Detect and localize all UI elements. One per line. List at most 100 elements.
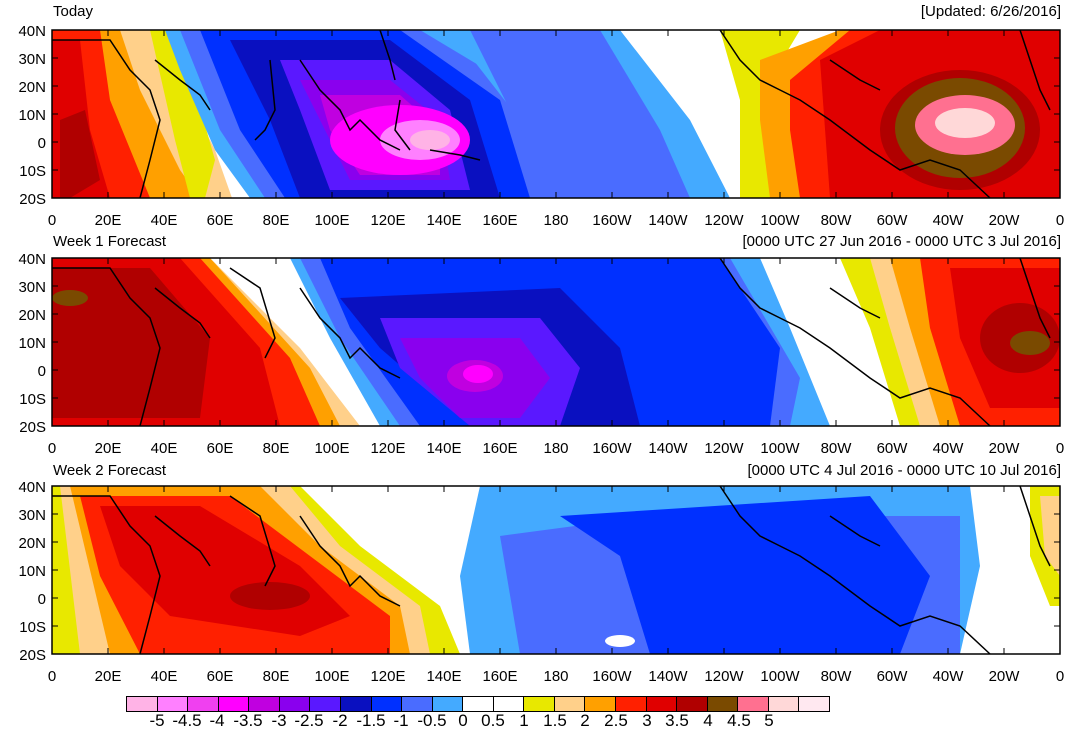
legend-label: -0.5: [417, 711, 447, 730]
lon-label: 140E: [426, 212, 462, 229]
lon-label: 60E: [206, 668, 234, 685]
legend-swatch: [249, 697, 280, 711]
tick-marks: [51, 485, 1061, 655]
panel-subtitle: [Updated: 6/26/2016]: [920, 3, 1061, 20]
lon-label: 160W: [592, 440, 632, 457]
coastlines: [52, 29, 1051, 199]
lat-label: 10N: [18, 335, 46, 352]
legend-label: 0: [458, 711, 468, 730]
tick-marks: [51, 257, 1061, 427]
map-week1: [51, 257, 1061, 427]
legend-swatch: [218, 697, 250, 711]
legend-swatch: [768, 697, 800, 711]
lat-label: 20N: [18, 79, 46, 96]
legend-label: -3.5: [233, 711, 263, 730]
lat-label: 0: [37, 591, 46, 608]
legend-label: 1.5: [543, 711, 567, 730]
lon-label: 160W: [592, 668, 632, 685]
lon-label: 100W: [760, 212, 800, 229]
lat-label: 10S: [19, 619, 46, 636]
legend-label: -1: [393, 711, 409, 730]
panel-subtitle: [0000 UTC 4 Jul 2016 - 0000 UTC 10 Jul 2…: [747, 462, 1061, 479]
lon-label: 120E: [370, 668, 406, 685]
lat-label: 10N: [18, 107, 46, 124]
legend-label: 3: [642, 711, 652, 730]
lon-label: 40W: [932, 212, 964, 229]
lat-label: 40N: [18, 251, 46, 268]
lat-label: 10S: [19, 163, 46, 180]
lon-label: 120W: [704, 212, 744, 229]
legend-swatch: [463, 697, 494, 711]
legend-swatch: [157, 697, 189, 711]
legend-label: -4.5: [172, 711, 202, 730]
lon-label: 80E: [262, 212, 290, 229]
lat-label: 40N: [18, 479, 46, 496]
lon-label: 100E: [314, 668, 350, 685]
lon-label: 160E: [482, 212, 518, 229]
panel-title: Week 2 Forecast: [53, 462, 167, 479]
lon-label: 20W: [988, 668, 1020, 685]
panel-today: Today [Updated: 6/26/2016]: [0, 0, 1071, 230]
lat-label: 20S: [19, 647, 46, 664]
lon-label: 20W: [988, 440, 1020, 457]
lon-label: 120W: [704, 440, 744, 457]
legend-label: 4: [703, 711, 713, 730]
tick-marks: [51, 29, 1061, 199]
lon-label: 140E: [426, 668, 462, 685]
lon-label: 100W: [760, 440, 800, 457]
color-legend: [126, 696, 830, 712]
lon-label: 60W: [876, 212, 908, 229]
lon-label: 100E: [314, 212, 350, 229]
legend-swatch: [616, 697, 647, 711]
lon-label: 20E: [94, 212, 122, 229]
lon-label: 180: [543, 440, 569, 457]
lon-label: 0: [47, 668, 57, 685]
legend-label: -5: [149, 711, 165, 730]
panel-title: Week 1 Forecast: [53, 233, 167, 250]
lon-label: 80W: [820, 668, 852, 685]
panel-week1: Week 1 Forecast [0000 UTC 27 Jun 2016 - …: [0, 228, 1071, 458]
lon-label: 80W: [820, 440, 852, 457]
legend-label: 2: [580, 711, 590, 730]
legend-label: -3: [271, 711, 287, 730]
lon-label: 100W: [760, 668, 800, 685]
lat-label: 20N: [18, 535, 46, 552]
lon-label: 60E: [206, 212, 234, 229]
legend-swatch: [188, 697, 219, 711]
lon-label: 40W: [932, 668, 964, 685]
map-week2: [51, 485, 1061, 655]
legend-label: -2: [332, 711, 348, 730]
lat-label: 10N: [18, 563, 46, 580]
legend-swatch: [402, 697, 433, 711]
lon-label: 120E: [370, 440, 406, 457]
legend-swatch: [554, 697, 586, 711]
legend-swatch: [279, 697, 311, 711]
legend-swatch: [127, 697, 158, 711]
legend-swatch: [340, 697, 372, 711]
legend-label: -2.5: [294, 711, 324, 730]
lat-label: 30N: [18, 507, 46, 524]
lon-label: 40E: [150, 668, 178, 685]
legend-swatch: [493, 697, 525, 711]
lon-label: 160W: [592, 212, 632, 229]
lat-label: 30N: [18, 51, 46, 68]
lon-label: 80W: [820, 212, 852, 229]
legend-swatch: [585, 697, 616, 711]
lon-label: 80E: [262, 668, 290, 685]
legend-swatch: [646, 697, 678, 711]
lon-label: 80E: [262, 440, 290, 457]
lon-label: 140E: [426, 440, 462, 457]
lat-label: 10S: [19, 391, 46, 408]
lat-label: 0: [37, 363, 46, 380]
panel-title: Today: [53, 3, 94, 20]
lon-label: 140W: [648, 440, 688, 457]
legend-label: -1.5: [356, 711, 386, 730]
lon-label: 20E: [94, 440, 122, 457]
coastlines: [52, 485, 1051, 655]
lat-label: 20S: [19, 191, 46, 208]
lat-label: 40N: [18, 23, 46, 40]
legend-swatch: [707, 697, 739, 711]
lat-label: 30N: [18, 279, 46, 296]
lat-label: 20S: [19, 419, 46, 436]
lon-label: 100E: [314, 440, 350, 457]
